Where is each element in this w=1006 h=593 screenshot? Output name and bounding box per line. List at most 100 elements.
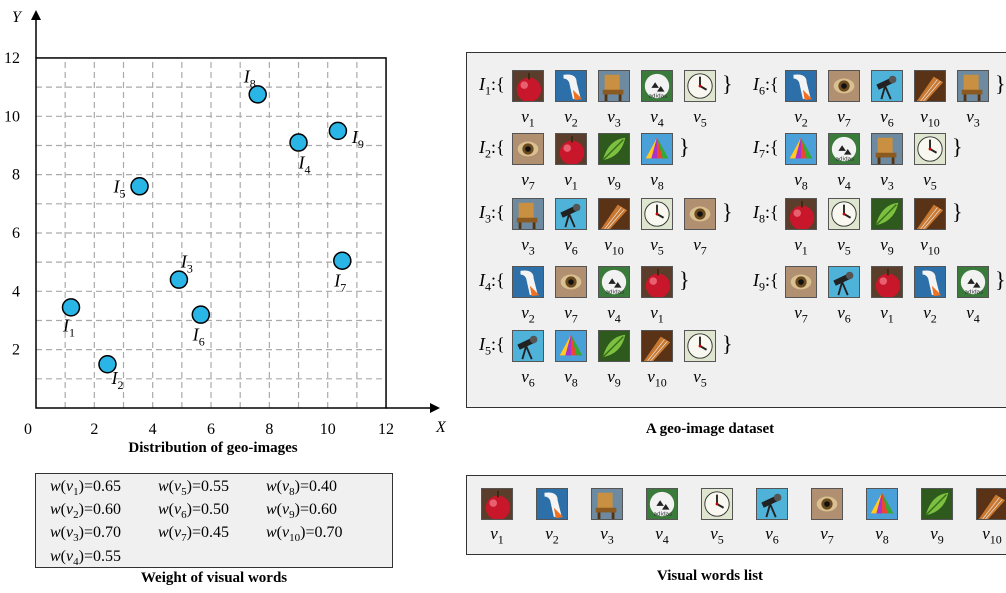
visual-word-label-v7: v7 [521,170,535,193]
visual-word-label-v9: v9 [930,524,944,547]
visual-word-label-v6: v6 [837,303,851,326]
swan-head-icon [512,266,544,298]
leaf-icon [598,133,630,165]
visual-word-label-v7: v7 [693,235,707,258]
visual-word-label-v9: v9 [880,235,894,258]
y-tick-label: 10 [4,108,20,125]
visual-word-label-v2: v2 [564,107,578,130]
visual-word-label-v4: v4 [655,524,669,547]
y-tick-label: 6 [12,225,20,242]
geo-image-point-I5 [130,177,149,196]
soccer-ball-icon: adidas [957,266,989,298]
telescope-icon [555,198,587,230]
visual-word-label-v2: v2 [545,524,559,547]
geo-image-label-I2: I2 [110,368,123,392]
red-apple-icon [785,198,817,230]
x-tick-label: 6 [207,421,215,438]
cat-eye-icon [512,133,544,165]
weight-entry: w(v5)=0.55 [158,478,229,499]
telescope-icon [756,488,788,520]
geo-image-point-I4 [289,133,308,152]
visual-word-label-v2: v2 [794,107,808,130]
set-closing-brace: } [995,71,1006,96]
x-tick-label: 10 [320,421,336,438]
visual-word-label-v6: v6 [521,367,535,390]
visual-word-label-v3: v3 [607,107,621,130]
visual-word-label-v3: v3 [521,235,535,258]
red-apple-icon [512,70,544,102]
visual-word-label-v2: v2 [521,303,535,326]
geo-image-point-I6 [191,305,211,324]
soccer-ball-icon: adidas [598,266,630,298]
leaf-icon [598,330,630,362]
visual-word-weights-panel: w(v1)=0.65 w(v2)=0.60 w(v3)=0.70 w(v4)=0.55… [35,473,393,568]
colorful-umbrella-icon [785,133,817,165]
set-closing-brace: } [952,134,963,159]
dataset-image-label-I5: I5:{ [479,334,505,358]
set-closing-brace: } [679,267,690,292]
set-closing-brace: } [952,199,963,224]
geo-image-label-I7: I7 [333,271,346,295]
set-closing-brace: } [995,267,1006,292]
guitar-icon [914,198,946,230]
visual-word-label-v8: v8 [650,170,664,193]
set-closing-brace: } [722,71,733,96]
geo-image-point-I7 [333,251,352,270]
visual-word-label-v10: v10 [982,524,1002,547]
weights-column-2: w(v5)=0.55 w(v6)=0.50 w(v7)=0.45 [158,478,229,548]
swan-head-icon [785,70,817,102]
visual-word-label-v1: v1 [650,303,664,326]
dataset-image-label-I1: I1:{ [479,74,505,98]
red-apple-icon [641,266,673,298]
visual-word-label-v4: v4 [607,303,621,326]
weight-entry: w(v10)=0.70 [266,524,343,545]
set-closing-brace: } [722,331,733,356]
visual-words-list-panel: v1 v2 v3 adidas v4 v5 v6 v7 v8 v9 v10 [466,475,1006,555]
cat-eye-icon [684,198,716,230]
wooden-chair-icon [598,70,630,102]
leaf-icon [921,488,953,520]
visual-word-label-v10: v10 [647,367,667,390]
weight-entry: w(v3)=0.70 [50,524,121,545]
cat-eye-icon [785,266,817,298]
visual-word-label-v1: v1 [564,170,578,193]
guitar-icon [914,70,946,102]
telescope-icon [828,266,860,298]
svg-text:adidas: adidas [649,93,668,99]
wooden-chair-icon [591,488,623,520]
visual-word-label-v2: v2 [923,303,937,326]
x-tick-label: 8 [265,421,273,438]
geo-image-label-I9: I9 [351,127,364,151]
scatter-frame [35,57,387,409]
y-tick-label: 12 [4,50,20,67]
colorful-umbrella-icon [866,488,898,520]
visual-word-label-v1: v1 [880,303,894,326]
soccer-ball-icon: adidas [828,133,860,165]
wooden-chair-icon [957,70,989,102]
visual-word-label-v10: v10 [920,235,940,258]
weight-entry: w(v1)=0.65 [50,478,121,499]
cat-eye-icon [811,488,843,520]
weight-entry: w(v7)=0.45 [158,524,229,545]
visual-word-label-v7: v7 [837,107,851,130]
geo-image-point-I8 [248,85,267,104]
weights-column-1: w(v1)=0.65 w(v2)=0.60 w(v3)=0.70 w(v4)=0.55 [50,478,121,571]
visual-word-label-v8: v8 [564,367,578,390]
soccer-ball-icon: adidas [646,488,678,520]
visual-word-label-v9: v9 [607,170,621,193]
dataset-image-label-I7: I7:{ [753,137,779,161]
visual-word-label-v5: v5 [693,367,707,390]
weight-entry: w(v2)=0.60 [50,501,121,522]
guitar-icon [641,330,673,362]
dataset-image-label-I2: I2:{ [479,137,505,161]
visual-word-label-v6: v6 [564,235,578,258]
visual-word-label-v5: v5 [837,235,851,258]
geo-image-label-I6: I6 [192,325,205,349]
x-tick-label: 4 [149,421,157,438]
svg-text:adidas: adidas [606,289,625,295]
clock-face-icon [914,133,946,165]
visual-word-label-v4: v4 [837,170,851,193]
visual-word-label-v1: v1 [521,107,535,130]
scatter-grid [36,57,387,408]
colorful-umbrella-icon [555,330,587,362]
